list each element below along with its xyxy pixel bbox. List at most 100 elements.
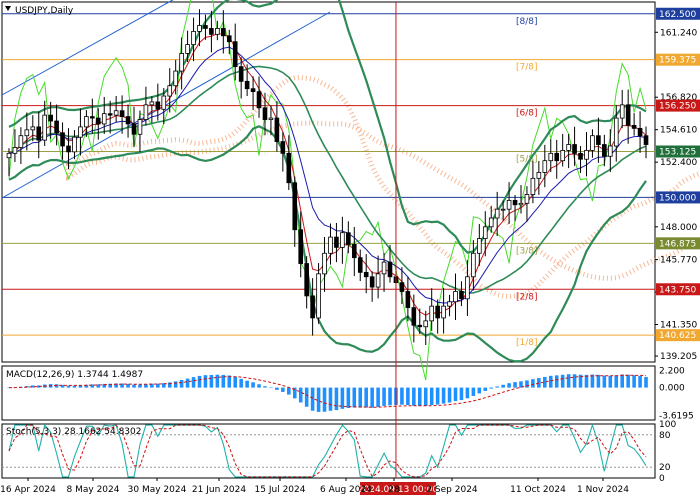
candle-body <box>25 130 29 136</box>
macd-histogram-bar <box>644 377 648 388</box>
macd-histogram-bar <box>198 376 202 388</box>
price-level-label-7: 140.625 <box>659 331 696 341</box>
candle-body <box>13 147 17 153</box>
candle-body <box>483 227 487 239</box>
macd-histogram-bar <box>561 375 565 388</box>
candle-body <box>317 274 321 318</box>
macd-histogram-bar <box>216 375 220 388</box>
time-tick-label: 6 Aug 2024 <box>320 485 372 495</box>
candle-body <box>67 146 71 152</box>
time-tick-label: 30 May 2024 <box>128 485 187 495</box>
candle-body <box>418 325 422 326</box>
macd-histogram-bar <box>513 382 517 387</box>
candle-body <box>186 45 190 54</box>
candle-body <box>114 111 118 115</box>
candle-body <box>61 133 65 146</box>
time-tick-label: 2 Sep 2024 <box>426 485 478 495</box>
candle-body <box>507 200 511 209</box>
macd-histogram-bar <box>555 375 559 387</box>
candle-body <box>406 291 410 307</box>
macd-histogram-bar <box>478 388 482 394</box>
macd-histogram-bar <box>376 388 380 407</box>
moving-average-21 <box>9 47 646 303</box>
murrey-label-6: [2/8] <box>516 292 538 302</box>
oscillator-line <box>9 0 646 380</box>
candle-body <box>269 118 273 119</box>
collapse-arrow-icon <box>5 6 11 11</box>
candle-body <box>376 274 380 287</box>
candle-body <box>412 308 416 326</box>
candle-body <box>430 306 434 321</box>
time-tick-label: 28 <box>388 485 400 495</box>
candle-body <box>543 161 547 173</box>
candle-body <box>120 111 124 117</box>
macd-histogram-bar <box>430 388 434 405</box>
time-tick-label: 8 May 2024 <box>67 485 120 495</box>
candle-body <box>477 239 481 254</box>
candle-body <box>364 272 368 276</box>
macd-histogram-bar <box>67 386 71 388</box>
macd-histogram-bar <box>638 376 642 388</box>
macd-histogram-bar <box>174 381 178 387</box>
price-tick-label: 154.610 <box>660 126 697 136</box>
candle-body <box>388 262 392 277</box>
macd-histogram-bar <box>620 374 624 387</box>
candle-body <box>346 233 350 245</box>
macd-histogram-bar <box>489 388 493 389</box>
candle-body <box>245 81 249 88</box>
macd-histogram-bar <box>507 383 511 387</box>
macd-histogram-bar <box>299 388 303 403</box>
candle-body <box>537 172 541 178</box>
macd-histogram-bar <box>245 381 249 388</box>
macd-histogram-bar <box>388 388 392 406</box>
price-level-label-1: 159.375 <box>659 56 696 66</box>
macd-histogram-bar <box>614 375 618 387</box>
macd-histogram-bar <box>347 388 351 408</box>
macd-label: MACD(12,26,9) 1.3744 1.4987 <box>6 370 143 380</box>
candle-body <box>352 244 356 257</box>
macd-histogram-bar <box>370 388 374 408</box>
candle-body <box>608 146 612 156</box>
macd-histogram-bar <box>311 388 315 411</box>
candle-body <box>275 118 279 142</box>
macd-histogram-bar <box>263 386 267 387</box>
price-tick-label: 161.240 <box>660 28 697 38</box>
candle-body <box>311 296 315 318</box>
candle-body <box>340 233 344 248</box>
candle-body <box>257 92 261 108</box>
macd-histogram-bar <box>442 388 446 404</box>
candle-body <box>573 145 577 154</box>
panel-frame-0 <box>2 2 655 362</box>
time-tick-label: 1 Nov 2024 <box>577 485 629 495</box>
time-tick-label: 11 Oct 2024 <box>510 485 566 495</box>
macd-histogram-bar <box>424 388 428 406</box>
stoch-tick-label: 0 <box>659 474 665 484</box>
macd-histogram-bar <box>257 384 261 387</box>
macd-histogram-bar <box>305 388 309 407</box>
candle-body <box>561 150 565 160</box>
macd-histogram-bar <box>287 388 291 395</box>
candle-body <box>400 283 404 292</box>
murrey-label-1: [7/8] <box>516 63 538 73</box>
candle-body <box>174 71 178 86</box>
macd-histogram-bar <box>591 375 595 388</box>
candle-body <box>162 96 166 109</box>
macd-histogram-bar <box>460 388 464 400</box>
candle-body <box>299 230 303 264</box>
macd-histogram-bar <box>186 379 190 388</box>
candle-body <box>287 153 291 182</box>
macd-histogram-bar <box>323 388 327 412</box>
stoch-tick-label: 100 <box>659 420 676 430</box>
candle-body <box>454 291 458 301</box>
murrey-label-2: [6/8] <box>516 109 538 119</box>
candle-body <box>227 36 231 42</box>
candle-body <box>156 102 160 109</box>
candle-body <box>620 105 624 118</box>
candle-body <box>198 26 202 32</box>
candle-body <box>644 136 648 145</box>
macd-histogram-bar <box>329 388 333 411</box>
candle-body <box>519 203 523 204</box>
price-level-label-4: 150.000 <box>659 193 696 203</box>
macd-histogram-bar <box>138 385 142 388</box>
candle-body <box>525 194 529 203</box>
